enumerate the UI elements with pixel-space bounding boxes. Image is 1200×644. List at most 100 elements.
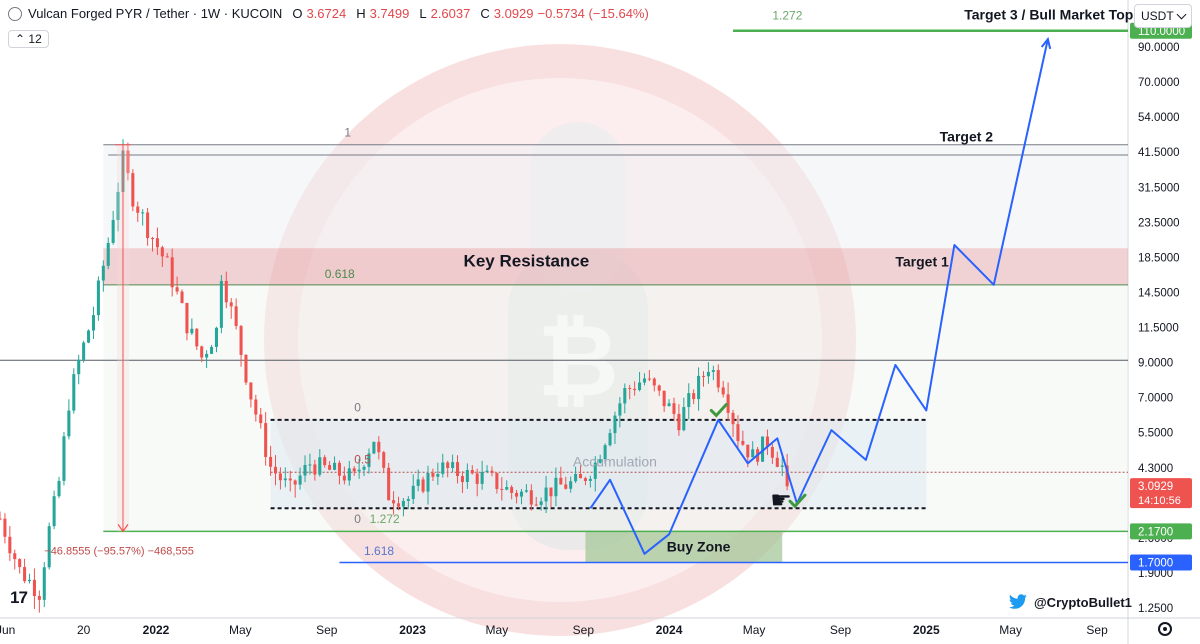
close-value: 3.0929 bbox=[493, 6, 534, 21]
candle-body bbox=[328, 465, 332, 470]
candle-body bbox=[470, 469, 474, 474]
x-tick-label: Sep bbox=[1086, 623, 1108, 637]
candle bbox=[421, 476, 425, 494]
candle-body bbox=[269, 456, 273, 467]
indicator-toggle-button[interactable]: ⌃ 12 bbox=[8, 30, 49, 48]
candle bbox=[273, 455, 278, 486]
candle bbox=[101, 260, 105, 292]
fib-level-label: 0.618 bbox=[325, 267, 355, 281]
candle bbox=[564, 476, 568, 490]
candle bbox=[721, 380, 725, 398]
fib-band-upper bbox=[103, 144, 1129, 249]
candles-group bbox=[0, 139, 789, 613]
candle-body bbox=[775, 457, 779, 467]
candle bbox=[465, 463, 469, 489]
y-tick-label: 7.0000 bbox=[1138, 393, 1173, 405]
candle-body bbox=[746, 444, 750, 458]
price-badge-value: 3.0929 bbox=[1138, 481, 1173, 493]
candle bbox=[500, 477, 504, 501]
candle-body bbox=[431, 473, 435, 477]
candle-body bbox=[387, 467, 391, 501]
price-badge-bg bbox=[1130, 523, 1192, 540]
candle-body bbox=[460, 476, 464, 483]
fib-level-label: 1 bbox=[344, 126, 351, 140]
annotation-label: Target 3 / Bull Market Top bbox=[964, 6, 1133, 22]
candle-body bbox=[598, 459, 602, 463]
candle-body bbox=[721, 387, 725, 395]
currency-select[interactable]: USDT bbox=[1134, 4, 1192, 28]
candle-body bbox=[27, 579, 32, 582]
candle-body bbox=[549, 487, 553, 497]
candle bbox=[392, 491, 396, 515]
candle bbox=[559, 466, 563, 485]
candle-body bbox=[761, 436, 765, 462]
candle bbox=[32, 568, 36, 610]
candle-body bbox=[357, 469, 361, 472]
candle bbox=[628, 384, 632, 400]
price-badge-timer: 14:10:56 bbox=[1138, 495, 1181, 507]
gear-icon[interactable] bbox=[1158, 622, 1172, 636]
candle bbox=[662, 390, 666, 413]
candle bbox=[342, 466, 346, 485]
candle bbox=[401, 498, 405, 517]
y-tick-label: 41.5000 bbox=[1138, 147, 1180, 159]
candle-body bbox=[141, 212, 145, 214]
candle bbox=[8, 526, 12, 562]
candle-body bbox=[298, 475, 302, 485]
candle-body bbox=[603, 445, 607, 460]
candle-body bbox=[303, 464, 307, 476]
candle-body bbox=[288, 478, 292, 481]
candle-body bbox=[219, 280, 223, 328]
candle bbox=[308, 453, 312, 475]
y-tick-label: 14.5000 bbox=[1138, 287, 1180, 299]
candle bbox=[269, 445, 273, 476]
candle-body bbox=[421, 479, 425, 492]
price-badge-value: 1.7000 bbox=[1138, 557, 1173, 569]
candle-body bbox=[633, 388, 637, 391]
candle bbox=[529, 484, 533, 511]
candle-body bbox=[524, 490, 528, 492]
candle-body bbox=[23, 567, 27, 582]
x-tick-label: May bbox=[486, 623, 509, 637]
fib-level-label: 1.272 bbox=[370, 512, 400, 526]
candle-body bbox=[436, 473, 440, 477]
price-badge: 3.0929 14:10:56 bbox=[1130, 478, 1192, 509]
candle-body bbox=[244, 354, 248, 383]
candle bbox=[234, 298, 238, 330]
x-tick-label: 2023 bbox=[399, 623, 426, 637]
x-tick-label: Jun bbox=[0, 623, 15, 637]
candle bbox=[288, 470, 292, 492]
annotation-label: Key Resistance bbox=[464, 252, 590, 271]
candle bbox=[490, 466, 494, 477]
candle-body bbox=[116, 191, 120, 221]
tradingview-logo-icon[interactable]: 17 bbox=[10, 588, 28, 607]
candle bbox=[82, 340, 86, 363]
candle-body bbox=[593, 462, 597, 479]
x-tick-label: 2024 bbox=[656, 623, 683, 637]
candle bbox=[298, 467, 302, 490]
candle-body bbox=[736, 424, 740, 441]
annotation-label: Buy Zone bbox=[667, 538, 731, 554]
open-value: 3.6724 bbox=[306, 6, 347, 21]
candle-body bbox=[583, 478, 587, 481]
candle bbox=[239, 324, 243, 367]
candle-body bbox=[677, 413, 681, 431]
projection-arrowhead-icon bbox=[1040, 36, 1052, 50]
price-badge-bg bbox=[1130, 478, 1192, 509]
symbol-title[interactable]: Vulcan Forged PYR / Tether · 1W · KUCOIN bbox=[28, 6, 283, 21]
candle bbox=[736, 415, 740, 450]
candle bbox=[741, 430, 745, 446]
candle bbox=[328, 461, 332, 471]
candle bbox=[141, 209, 145, 226]
candle-body bbox=[515, 492, 519, 497]
candle bbox=[515, 489, 519, 504]
price-badge-value: 110.0000 bbox=[1138, 26, 1185, 38]
candle-body bbox=[372, 441, 376, 454]
candle-body bbox=[588, 478, 592, 481]
candle-body bbox=[77, 359, 81, 375]
candle bbox=[711, 365, 715, 381]
candle-body bbox=[647, 378, 651, 380]
y-tick-label: 18.5000 bbox=[1138, 252, 1180, 264]
candle-body bbox=[780, 465, 784, 467]
